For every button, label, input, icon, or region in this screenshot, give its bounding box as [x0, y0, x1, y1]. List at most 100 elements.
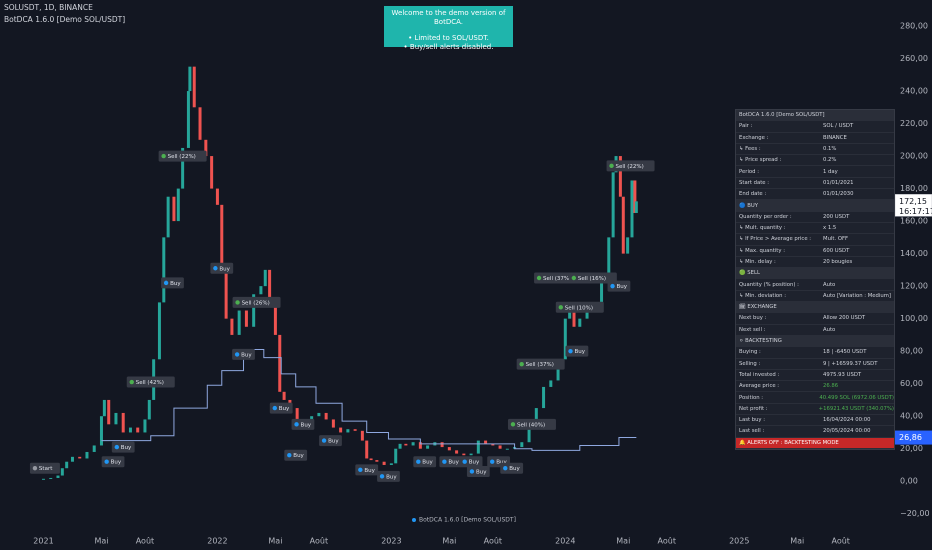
row-label: Period : — [739, 168, 759, 175]
candle — [204, 139, 208, 157]
signal-label: Buy — [607, 280, 631, 292]
signal-box — [269, 402, 293, 414]
signal-text: Buy — [293, 453, 304, 459]
row-label: Selling : — [739, 360, 761, 367]
panel-title: BotDCA 1.6.0 [Demo SOL/USDT] — [736, 110, 894, 122]
candle — [621, 196, 625, 254]
candle — [99, 416, 103, 446]
row-label: Last sell : — [739, 428, 765, 435]
row-label: Start date : — [739, 179, 770, 186]
row-label: ↳ Min. delay : — [739, 259, 776, 265]
banner-line: • Limited to SOL/USDT. — [408, 34, 489, 42]
signal-dot — [358, 467, 363, 473]
candle — [633, 180, 637, 213]
panel-section: 🔵 BUY — [736, 200, 894, 212]
signal-dot — [610, 283, 615, 289]
x-tick-label: Août — [310, 537, 328, 546]
signal-label: Sell (26%) — [232, 296, 281, 308]
row-label: Next sell : — [739, 326, 766, 333]
signal-dot — [213, 266, 218, 271]
panel-row: ↳ Min. deviation : Auto [Variation : Medi… — [736, 291, 894, 303]
signal-text: Start — [39, 466, 53, 472]
panel-row: Period : 1 day — [736, 166, 894, 178]
candle — [102, 399, 106, 417]
candle — [310, 416, 314, 420]
panel-section: ⚪ BACKTESTING — [736, 335, 894, 348]
panel-row: Next buy : Allow 200 USDT — [736, 313, 894, 325]
candle — [252, 294, 256, 327]
signal-dot — [287, 453, 292, 458]
signal-label: Buy — [565, 345, 589, 357]
signal-box — [291, 418, 315, 430]
candle — [411, 442, 415, 446]
panel-row: Total invested : 4975.93 USDT — [736, 370, 894, 382]
row-value: Auto — [823, 281, 836, 288]
candle — [549, 380, 553, 387]
signal-dot — [235, 300, 240, 305]
row-label: Quantity per order : — [739, 213, 792, 220]
signal-label: Sell (22%) — [158, 150, 207, 162]
x-tick-label: Août — [831, 537, 849, 546]
footer-label: BotDCA 1.6.0 [Demo SOL/USDT] — [419, 517, 516, 524]
candle — [572, 302, 576, 327]
signal-dot — [272, 405, 278, 411]
signal-label: Sell (16%) — [568, 272, 617, 284]
signal-label: Buy — [319, 435, 342, 447]
indicator-title: BotDCA 1.6.0 [Demo SOL/USDT] — [4, 15, 126, 24]
candle — [263, 269, 267, 287]
candle — [157, 302, 161, 360]
y-tick-label: 220,00 — [900, 119, 928, 128]
row-label: Net profit : — [739, 405, 768, 412]
signal-box — [565, 345, 589, 357]
y-tick-label: 120,00 — [900, 282, 928, 291]
signal-text: Buy — [509, 466, 520, 472]
signal-box — [158, 150, 207, 162]
row-label: Buying : — [739, 349, 761, 356]
x-tick-label: Mai — [616, 537, 630, 546]
y-tick-label: 200,00 — [900, 152, 928, 161]
signal-label: Sell (10%) — [555, 301, 604, 313]
signal-dot — [161, 153, 166, 159]
candle — [365, 440, 369, 459]
candle — [41, 478, 45, 480]
signal-label: Start — [29, 462, 60, 474]
signal-label: Buy — [466, 465, 490, 477]
candle — [498, 445, 502, 449]
signal-text: Buy — [496, 460, 507, 466]
signal-dot — [536, 275, 542, 281]
candle — [78, 456, 82, 459]
signal-box — [232, 348, 255, 360]
y-tick-label: 100,00 — [900, 314, 928, 323]
candle — [346, 429, 350, 433]
candle — [404, 443, 408, 446]
y-tick-label: 240,00 — [900, 87, 928, 96]
signal-text: Sell (37%) — [543, 276, 571, 282]
candle — [556, 359, 560, 381]
row-label: ↳ If Price > Average price : — [739, 236, 812, 243]
signal-dot — [462, 459, 467, 464]
signal-label: Buy — [500, 462, 524, 474]
candle — [147, 399, 151, 420]
panel-row: Last sell : 20/05/2024 00:00 — [736, 426, 894, 438]
row-value: Mult. OFF — [823, 236, 849, 243]
x-tick-label: Août — [658, 537, 676, 546]
candle — [426, 445, 430, 449]
signal-dot — [568, 348, 573, 354]
signal-box — [355, 464, 379, 476]
row-value: 16/04/2024 00:00 — [823, 417, 871, 424]
candle — [578, 318, 582, 327]
signal-box — [101, 456, 125, 468]
y-tick-label: 80,00 — [900, 347, 923, 356]
panel-row: Net profit : +16921.43 USDT (340.07%) — [736, 404, 894, 416]
candle — [534, 408, 538, 428]
row-label: Exchange : — [739, 134, 769, 141]
signal-text: Sell (22%) — [616, 164, 644, 170]
panel-row: Quantity (% position) : Auto — [736, 279, 894, 291]
x-tick-label: Mai — [268, 537, 282, 546]
signal-box — [29, 462, 60, 474]
candle — [469, 453, 473, 456]
row-value: x 1.5 — [823, 225, 837, 232]
candle — [369, 458, 373, 461]
row-value: 01/01/2030 — [823, 191, 854, 198]
